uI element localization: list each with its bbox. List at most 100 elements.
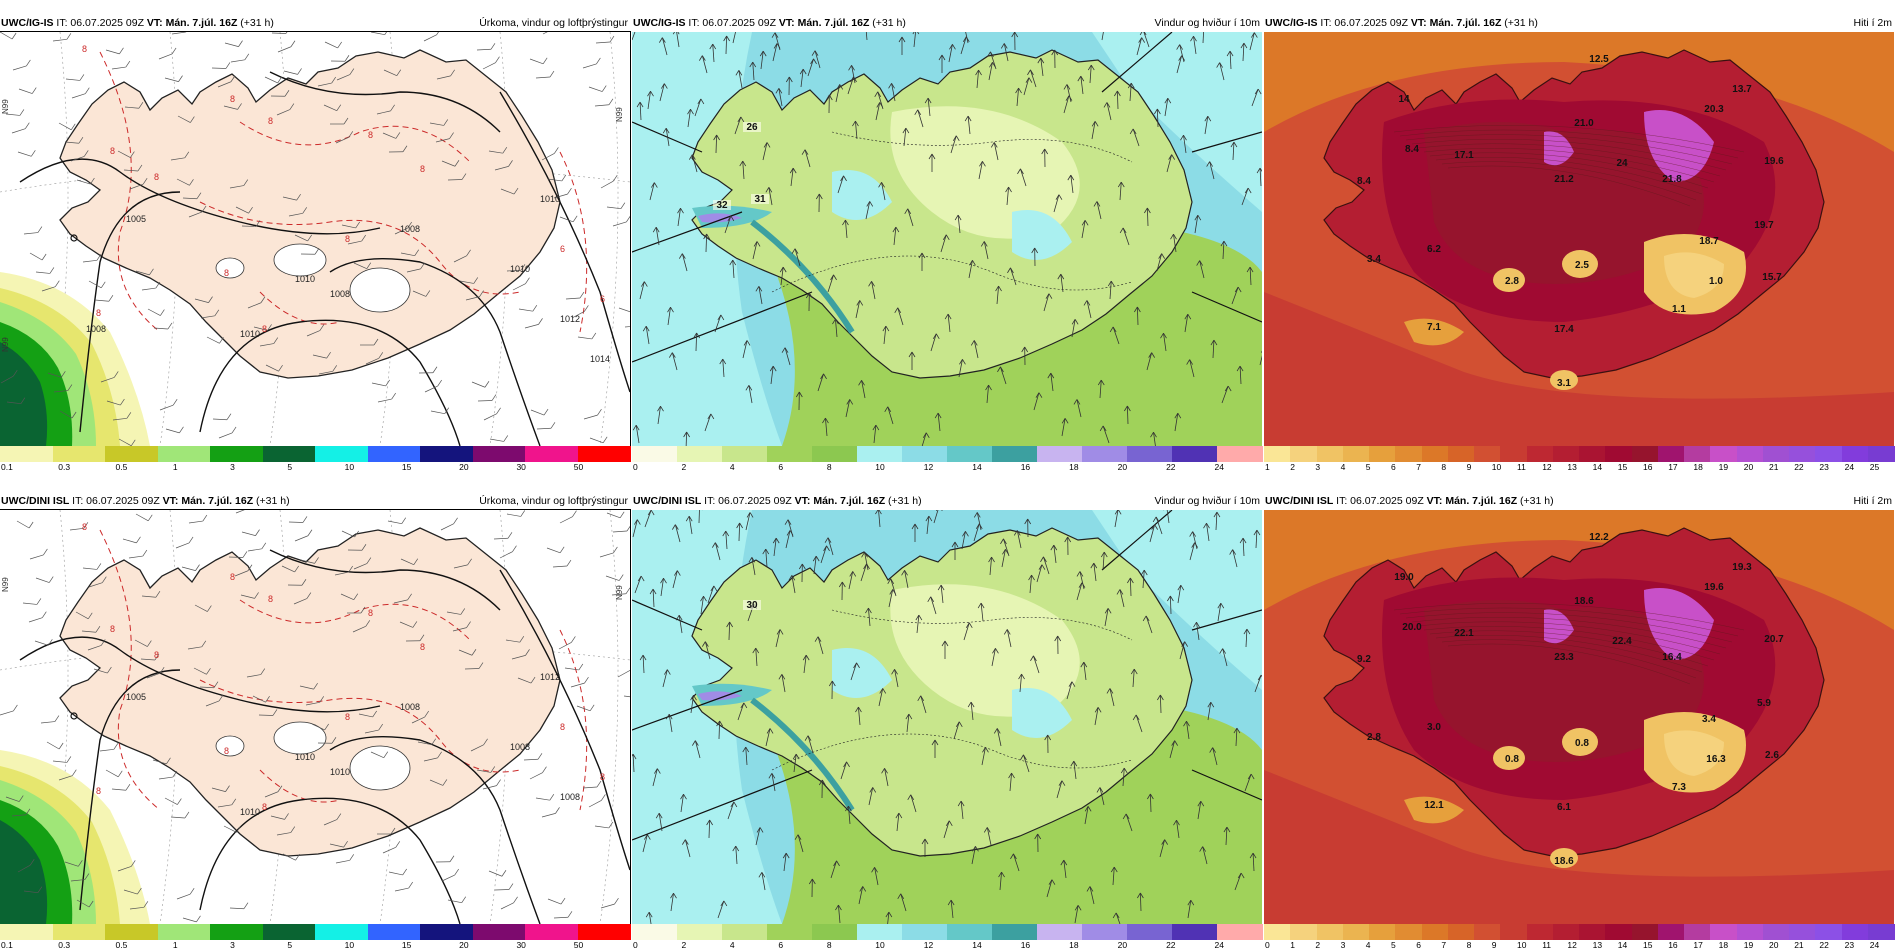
map-value-label: 30: [746, 600, 758, 611]
map-value-label: 12.2: [1589, 532, 1609, 543]
map-value-label: 17.4: [1554, 324, 1574, 335]
colorbar-swatch: [1632, 446, 1659, 462]
map-value-label: 1.1: [1672, 304, 1686, 315]
colorbar-tick-label: 1: [173, 462, 178, 473]
colorbar-swatch: [263, 446, 316, 462]
colorbar-swatch: [105, 446, 158, 462]
colorbar-swatch: [1815, 924, 1842, 940]
map-value-label: 20.7: [1764, 634, 1784, 645]
colorbar-swatch: [1579, 446, 1606, 462]
map-value-label: 21.8: [1662, 174, 1682, 185]
map-value-label: 3.4: [1367, 254, 1381, 265]
map-value-label: 12.5: [1589, 54, 1609, 65]
colorbar-tick-label: 9: [1492, 940, 1497, 951]
colorbar-tick-label: 10: [875, 462, 884, 473]
colorbar-tick-label: 0.1: [1, 940, 13, 951]
colorbar-tick-label: 3: [1341, 940, 1346, 951]
contour-label: 8: [154, 172, 159, 182]
contour-label: 8: [268, 594, 273, 604]
valid-time: VT: Mán. 7.júl. 16Z: [1427, 495, 1517, 507]
colorbar-swatch: [1369, 446, 1396, 462]
colorbar-swatch: [1553, 446, 1580, 462]
colorbar-swatch: [1317, 446, 1344, 462]
colorbar-swatch: [53, 924, 106, 940]
map-value-label: 8.4: [1357, 176, 1371, 187]
colorbar-swatch: [1172, 446, 1218, 462]
panel-header: UWC/IG-IS IT: 06.07.2025 09Z VT: Mán. 7.…: [1264, 14, 1894, 32]
colorbar-swatch: [1127, 446, 1173, 462]
colorbar-tick-label: 8: [1467, 940, 1472, 951]
colorbar-swatch: [1842, 924, 1869, 940]
colorbar-swatch: [1737, 446, 1764, 462]
colorbar-swatch: [1037, 924, 1083, 940]
colorbar-swatch: [1264, 446, 1291, 462]
colorbar-tick-label: 10: [345, 462, 354, 473]
map-value-label: 17.1: [1454, 150, 1474, 161]
run-info: UWC/DINI ISL IT: 06.07.2025 09Z VT: Mán.…: [1265, 492, 1554, 510]
colorbar-swatch: [1369, 924, 1396, 940]
lead-time: (+31 h): [888, 495, 922, 507]
run-info: UWC/DINI ISL IT: 06.07.2025 09Z VT: Mán.…: [1, 492, 290, 510]
colorbar-swatch: [1290, 446, 1317, 462]
map-value-label: 3.1: [1557, 378, 1571, 389]
colorbar-tick-label: 16: [1021, 462, 1030, 473]
colorbar-tick-label: 30: [516, 940, 525, 951]
colorbar-swatch: [1763, 924, 1790, 940]
colorbar-tick-label: 2: [1315, 940, 1320, 951]
run-info: UWC/DINI ISL IT: 06.07.2025 09Z VT: Mán.…: [633, 492, 922, 510]
panel-header: UWC/DINI ISL IT: 06.07.2025 09Z VT: Mán.…: [632, 492, 1262, 510]
temp-map-graphic: 12.219.319.019.618.69.220.022.123.322.41…: [1264, 510, 1894, 924]
colorbar-tick-label: 14: [972, 462, 981, 473]
colorbar-swatch: [368, 924, 421, 940]
map-value-label: 19.3: [1732, 562, 1752, 573]
colorbar-swatch: [947, 446, 993, 462]
lead-time: (+31 h): [1520, 495, 1554, 507]
precip-map-graphic: 1005100810101010101010121008100888888888…: [0, 510, 630, 924]
colorbar-tick-label: 18: [1069, 462, 1078, 473]
colorbar-tick-label: 30: [516, 462, 525, 473]
map-value-label: 7.3: [1672, 782, 1686, 793]
colorbar-swatch: [1605, 446, 1632, 462]
colorbar-swatch: [1422, 446, 1449, 462]
colorbar-tick-label: 15: [402, 462, 411, 473]
map-value-label: 18.7: [1699, 236, 1719, 247]
map-value-label: 14: [1398, 94, 1410, 105]
valid-time: VT: Mán. 7.júl. 16Z: [163, 495, 253, 507]
contour-label: 6: [600, 294, 605, 304]
colorbar-tick-label: 18: [1693, 462, 1702, 473]
colorbar-tick-label: 4: [1341, 462, 1346, 473]
model-name: UWC/DINI ISL: [633, 495, 701, 507]
colorbar-tick-label: 6: [778, 940, 783, 951]
panel-title: Úrkoma, vindur og loftþrýstingur: [479, 14, 628, 32]
run-info: UWC/IG-IS IT: 06.07.2025 09Z VT: Mán. 7.…: [1, 14, 274, 32]
colorbar-tick-label: 15: [1618, 462, 1627, 473]
colorbar-tick-label: 16: [1668, 940, 1677, 951]
colorbar-tick-label: 20: [1769, 940, 1778, 951]
map-value-label: 19.6: [1764, 156, 1784, 167]
colorbar-tick-label: 16: [1021, 940, 1030, 951]
map-value-label: 3.4: [1702, 714, 1716, 725]
model-name: UWC/DINI ISL: [1, 495, 69, 507]
colorbar-tick-label: 17: [1668, 462, 1677, 473]
map-value-label: 1005: [126, 692, 146, 702]
colorbar-tick-label: 2: [681, 940, 686, 951]
contour-label: 8: [82, 44, 87, 54]
contour-label: 8: [230, 94, 235, 104]
map-value-label: 1010: [330, 767, 350, 777]
colorbar-tick-label: 11: [1517, 462, 1526, 473]
edge-label: N99: [1, 337, 10, 352]
colorbar-swatch: [1343, 446, 1370, 462]
contour-label: 8: [82, 522, 87, 532]
colorbar-tick-label: 14: [972, 940, 981, 951]
colorbar-swatch: [158, 446, 211, 462]
panel-wind-row1: UWC/IG-IS IT: 06.07.2025 09Z VT: Mán. 7.…: [632, 14, 1262, 474]
colorbar-swatch: [812, 446, 858, 462]
colorbar-swatch: [1763, 446, 1790, 462]
init-time: IT: 06.07.2025 09Z: [704, 495, 792, 507]
contour-label: 6: [560, 244, 565, 254]
